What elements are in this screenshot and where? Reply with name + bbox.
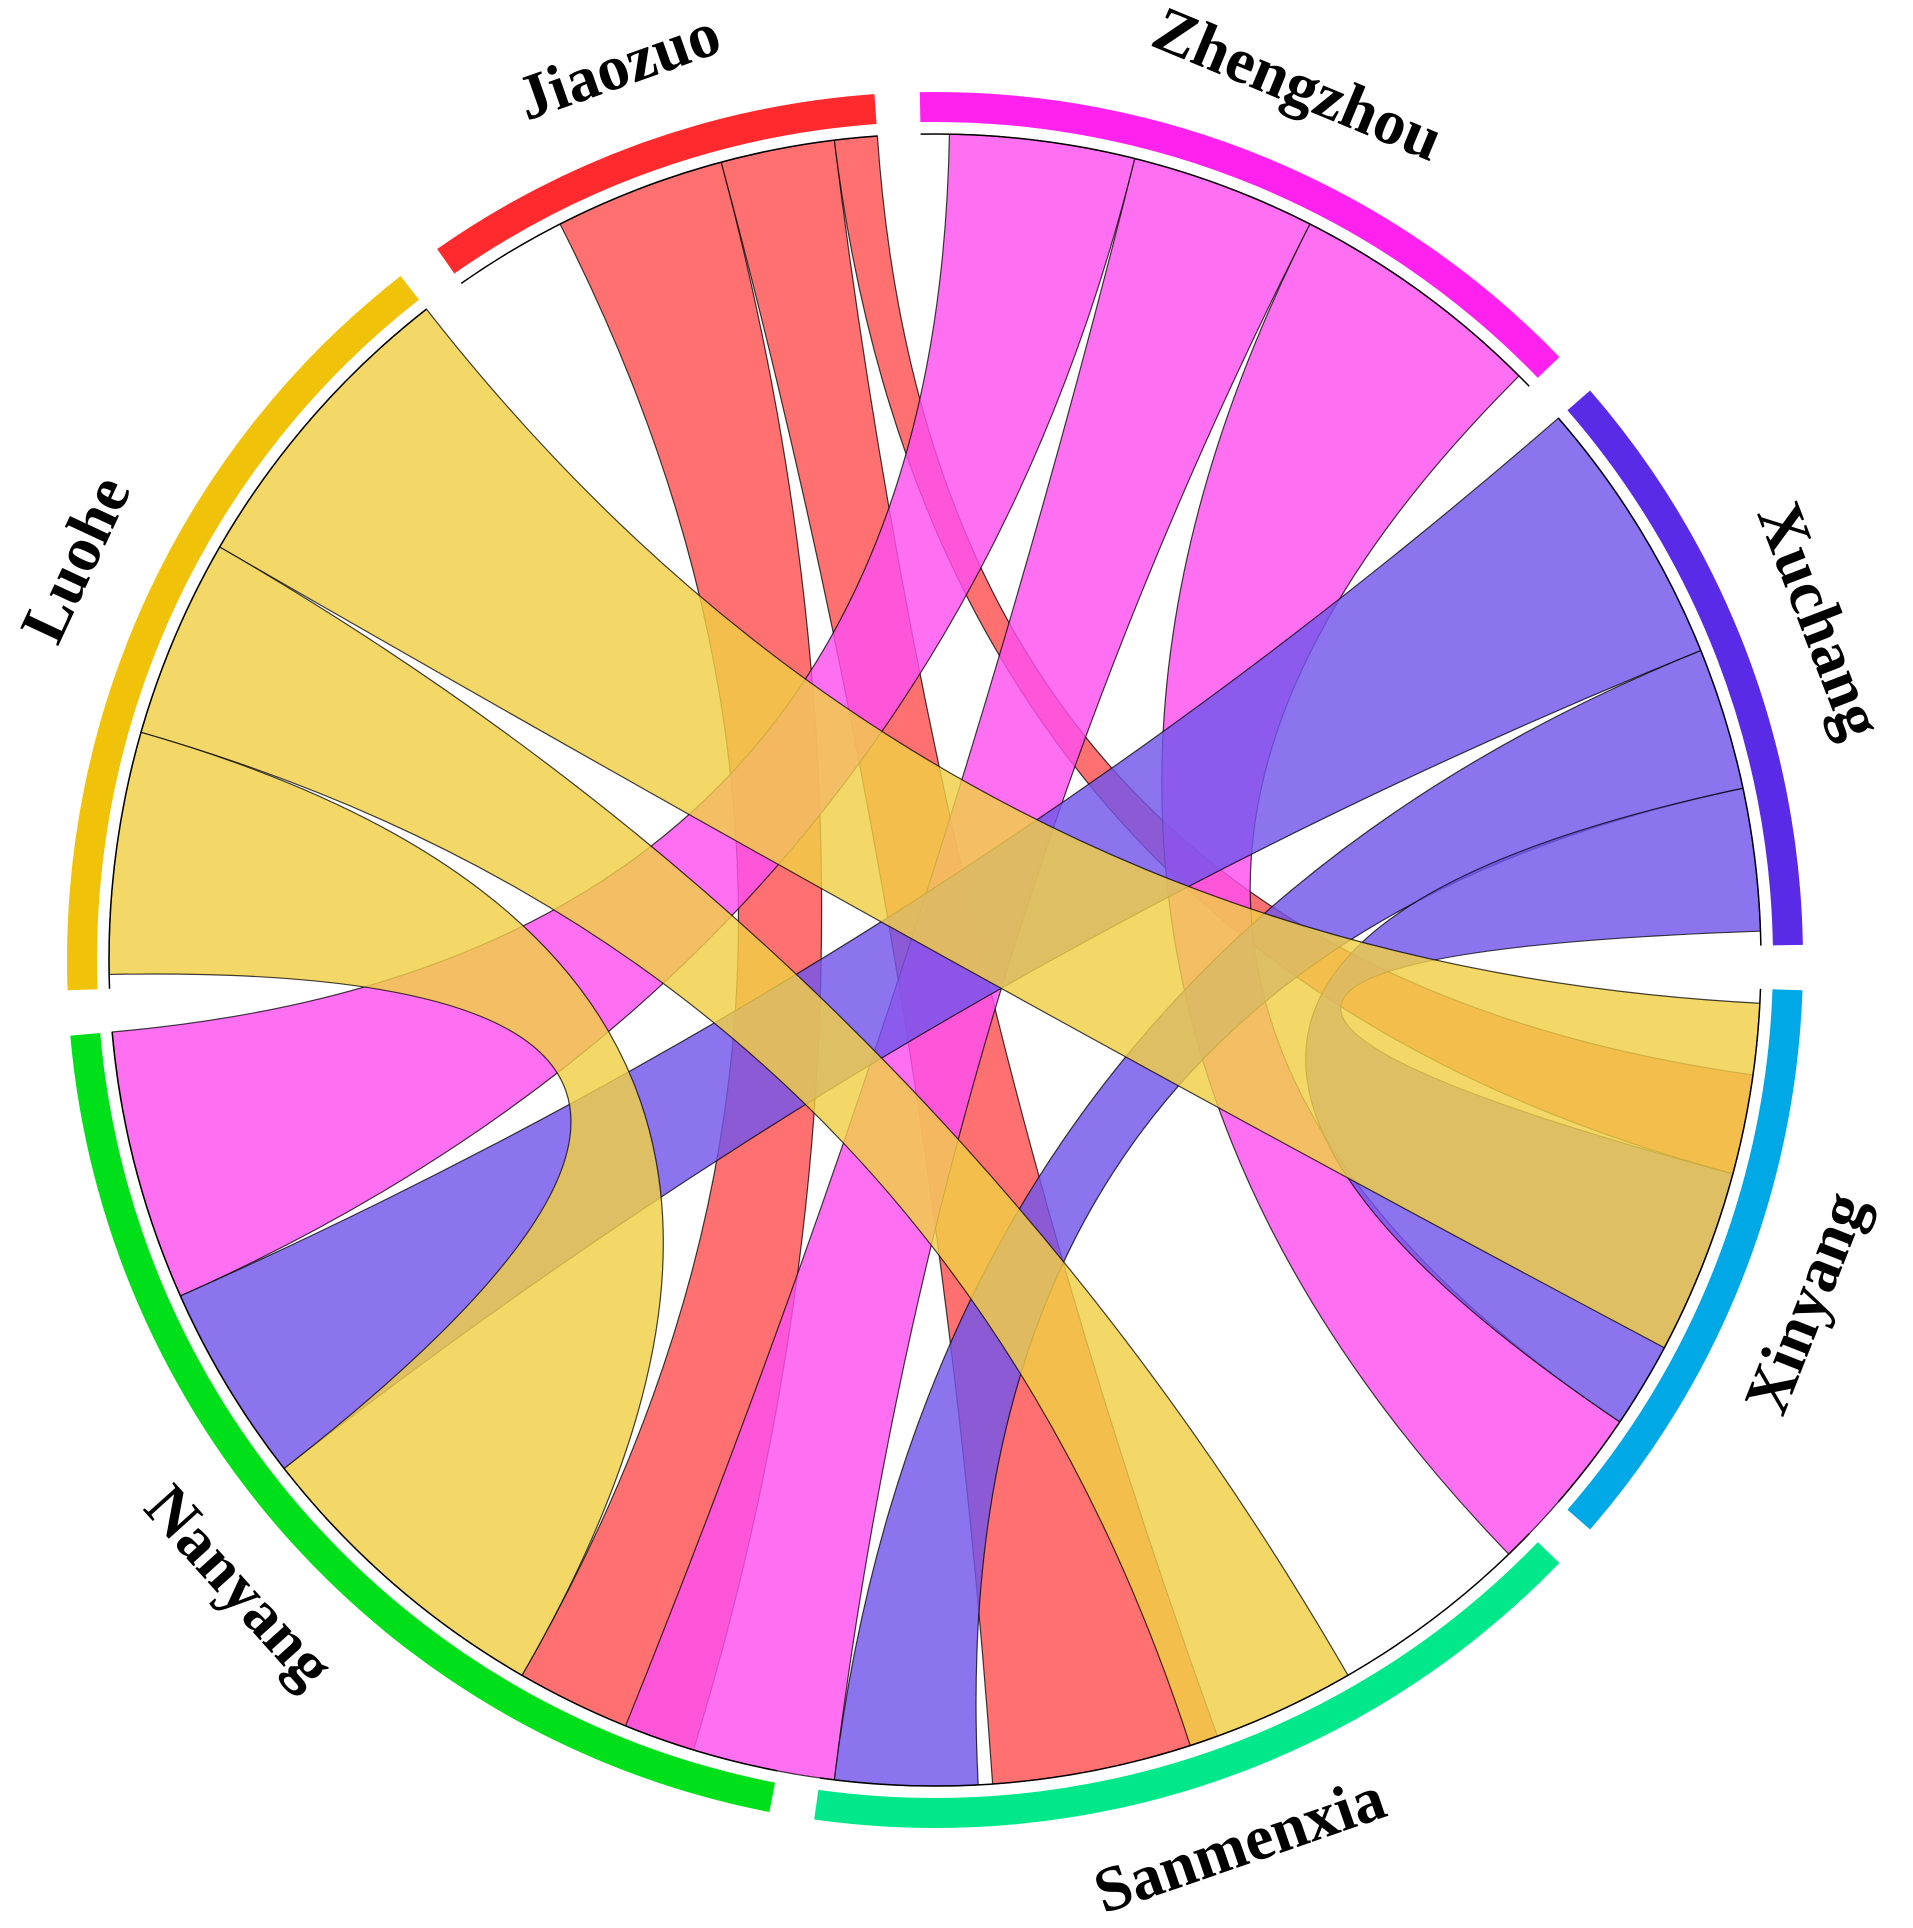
arc-luohe [67, 276, 420, 991]
label-xuchang: Xuchang [1744, 493, 1898, 748]
arc-zhengzhou [919, 91, 1560, 378]
arc-inner-edge-sanmenxia [819, 1533, 1530, 1787]
group-arcs-layer [67, 91, 1803, 1828]
arc-inner-edge-xinyang [1557, 988, 1762, 1503]
ribbon-luohe-sanmenxia [140, 546, 1349, 1747]
label-luohe: Luohe [6, 465, 144, 653]
arc-inner-edge-zhengzhou [920, 133, 1530, 387]
arc-inner-edge-jiaozuo [460, 135, 878, 284]
arc-xinyang [1567, 989, 1803, 1530]
arc-jiaozuo [437, 94, 877, 274]
arc-inner-edge-nanyang [111, 1031, 778, 1772]
arc-inner-edge-xuchang [1557, 417, 1762, 946]
arc-nanyang [70, 1033, 776, 1813]
ribbons-layer [108, 133, 1762, 1787]
arc-inner-edge-luohe [108, 308, 427, 989]
label-jiaozuo: Jiaozuo [508, 0, 729, 134]
arc-xuchang [1567, 390, 1803, 946]
arc-sanmenxia [814, 1542, 1560, 1828]
